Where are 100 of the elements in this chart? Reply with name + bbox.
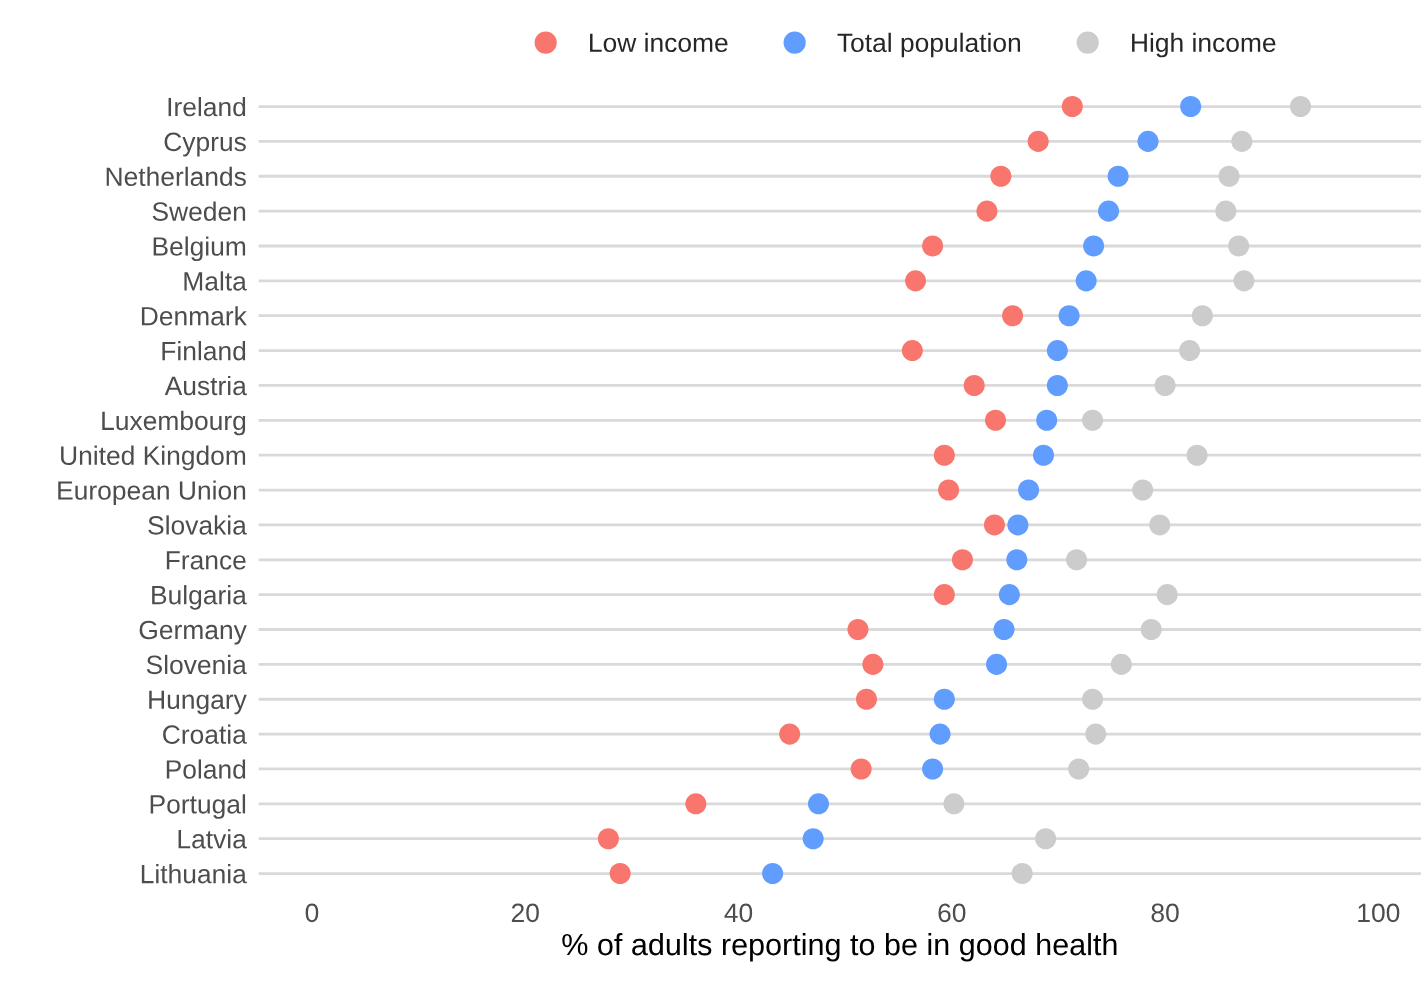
point: [993, 618, 1015, 641]
point: [1191, 305, 1213, 327]
point: [597, 828, 619, 850]
point: [1068, 758, 1090, 780]
point: [1156, 584, 1178, 606]
point: [983, 514, 1005, 536]
point: [1011, 863, 1033, 885]
point: [951, 549, 973, 571]
point: [1098, 200, 1120, 222]
point: [1289, 96, 1312, 118]
y-tick-label: France: [166, 551, 246, 570]
x-tick-label: 100: [1358, 903, 1400, 923]
point: [1058, 305, 1080, 327]
y-tick-label: Austria: [164, 375, 247, 396]
point: [1082, 409, 1104, 431]
point: [1180, 96, 1202, 118]
point: [963, 374, 985, 396]
y-tick-label: Latvia: [178, 829, 247, 849]
y-tick-label: Malta: [184, 271, 247, 291]
y-tick-label: Denmark: [141, 306, 247, 326]
y-tick-label: Slovakia: [148, 515, 247, 535]
point: [1228, 235, 1250, 257]
x-tick-label: 60: [938, 903, 966, 923]
y-tick-label: Ireland: [168, 96, 246, 117]
point: [1027, 130, 1049, 152]
y-tick-label: Lithuania: [141, 864, 247, 884]
legend-label: High income: [1132, 32, 1276, 58]
y-tick-label: Belgium: [153, 236, 246, 262]
point: [1137, 130, 1159, 152]
point: [807, 793, 830, 815]
point: [1035, 828, 1057, 850]
point: [1046, 374, 1068, 396]
point: [984, 409, 1007, 431]
point: [990, 165, 1012, 187]
point: [933, 444, 955, 466]
point: [862, 653, 884, 675]
y-tick-label: Poland: [166, 759, 246, 779]
point: [1215, 200, 1237, 222]
point: [1218, 165, 1240, 187]
point: [1083, 235, 1105, 257]
y-tick-label: Netherlands: [106, 166, 246, 187]
point: [1107, 165, 1129, 187]
y-tick-label: Cyprus: [164, 132, 246, 157]
point: [1149, 514, 1171, 536]
y-tick-label: Finland: [162, 341, 246, 361]
point: [1046, 340, 1068, 362]
point: [1233, 270, 1255, 292]
point: [933, 584, 955, 606]
point: [779, 723, 801, 745]
point: [922, 758, 944, 780]
point: [938, 479, 960, 501]
point: [922, 235, 944, 257]
point: [1007, 514, 1029, 536]
point: [901, 340, 923, 362]
y-tick-label: Slovenia: [146, 654, 247, 675]
point: [685, 793, 707, 815]
point: [1036, 409, 1058, 431]
y-tick-label: Sweden: [152, 201, 246, 221]
x-tick-label: 20: [511, 903, 539, 923]
point: [762, 863, 784, 885]
point: [1132, 479, 1154, 501]
point: [609, 863, 631, 885]
point: [1075, 270, 1097, 292]
point: [1186, 444, 1208, 466]
point: [986, 653, 1008, 675]
x-axis-title: % of adults reporting to be in good health: [562, 932, 1117, 962]
y-tick-label: Germany: [139, 620, 247, 645]
point: [1154, 374, 1176, 396]
y-tick-label: Luxembourg: [102, 410, 246, 436]
point: [1032, 444, 1055, 466]
point: [976, 200, 998, 222]
point: [1066, 549, 1088, 571]
point: [850, 758, 872, 780]
legend-label: Total population: [837, 32, 1021, 58]
y-tick-label: European Union: [58, 480, 246, 506]
y-tick-label: United Kingdom: [61, 445, 246, 471]
point: [1018, 479, 1040, 501]
point: [1061, 96, 1083, 118]
point: [1110, 653, 1132, 675]
point: [998, 584, 1020, 606]
point: [847, 618, 869, 641]
point: [1002, 305, 1024, 327]
point: [1082, 688, 1104, 710]
point: [1085, 723, 1107, 745]
point: [802, 828, 824, 850]
point: [933, 688, 955, 710]
point: [943, 793, 965, 815]
point: [1231, 130, 1253, 152]
point: [904, 270, 927, 292]
y-tick-label: Portugal: [150, 794, 246, 819]
y-tick-label: Hungary: [149, 690, 247, 715]
legend-label: Low income: [590, 32, 728, 53]
point: [929, 723, 951, 745]
y-tick-label: Bulgaria: [152, 585, 247, 610]
point: [1179, 340, 1201, 362]
point: [1140, 618, 1162, 641]
y-tick-label: Croatia: [163, 724, 247, 744]
point: [1006, 549, 1028, 571]
x-tick-label: 80: [1151, 903, 1179, 923]
x-tick-label: 40: [724, 903, 753, 923]
